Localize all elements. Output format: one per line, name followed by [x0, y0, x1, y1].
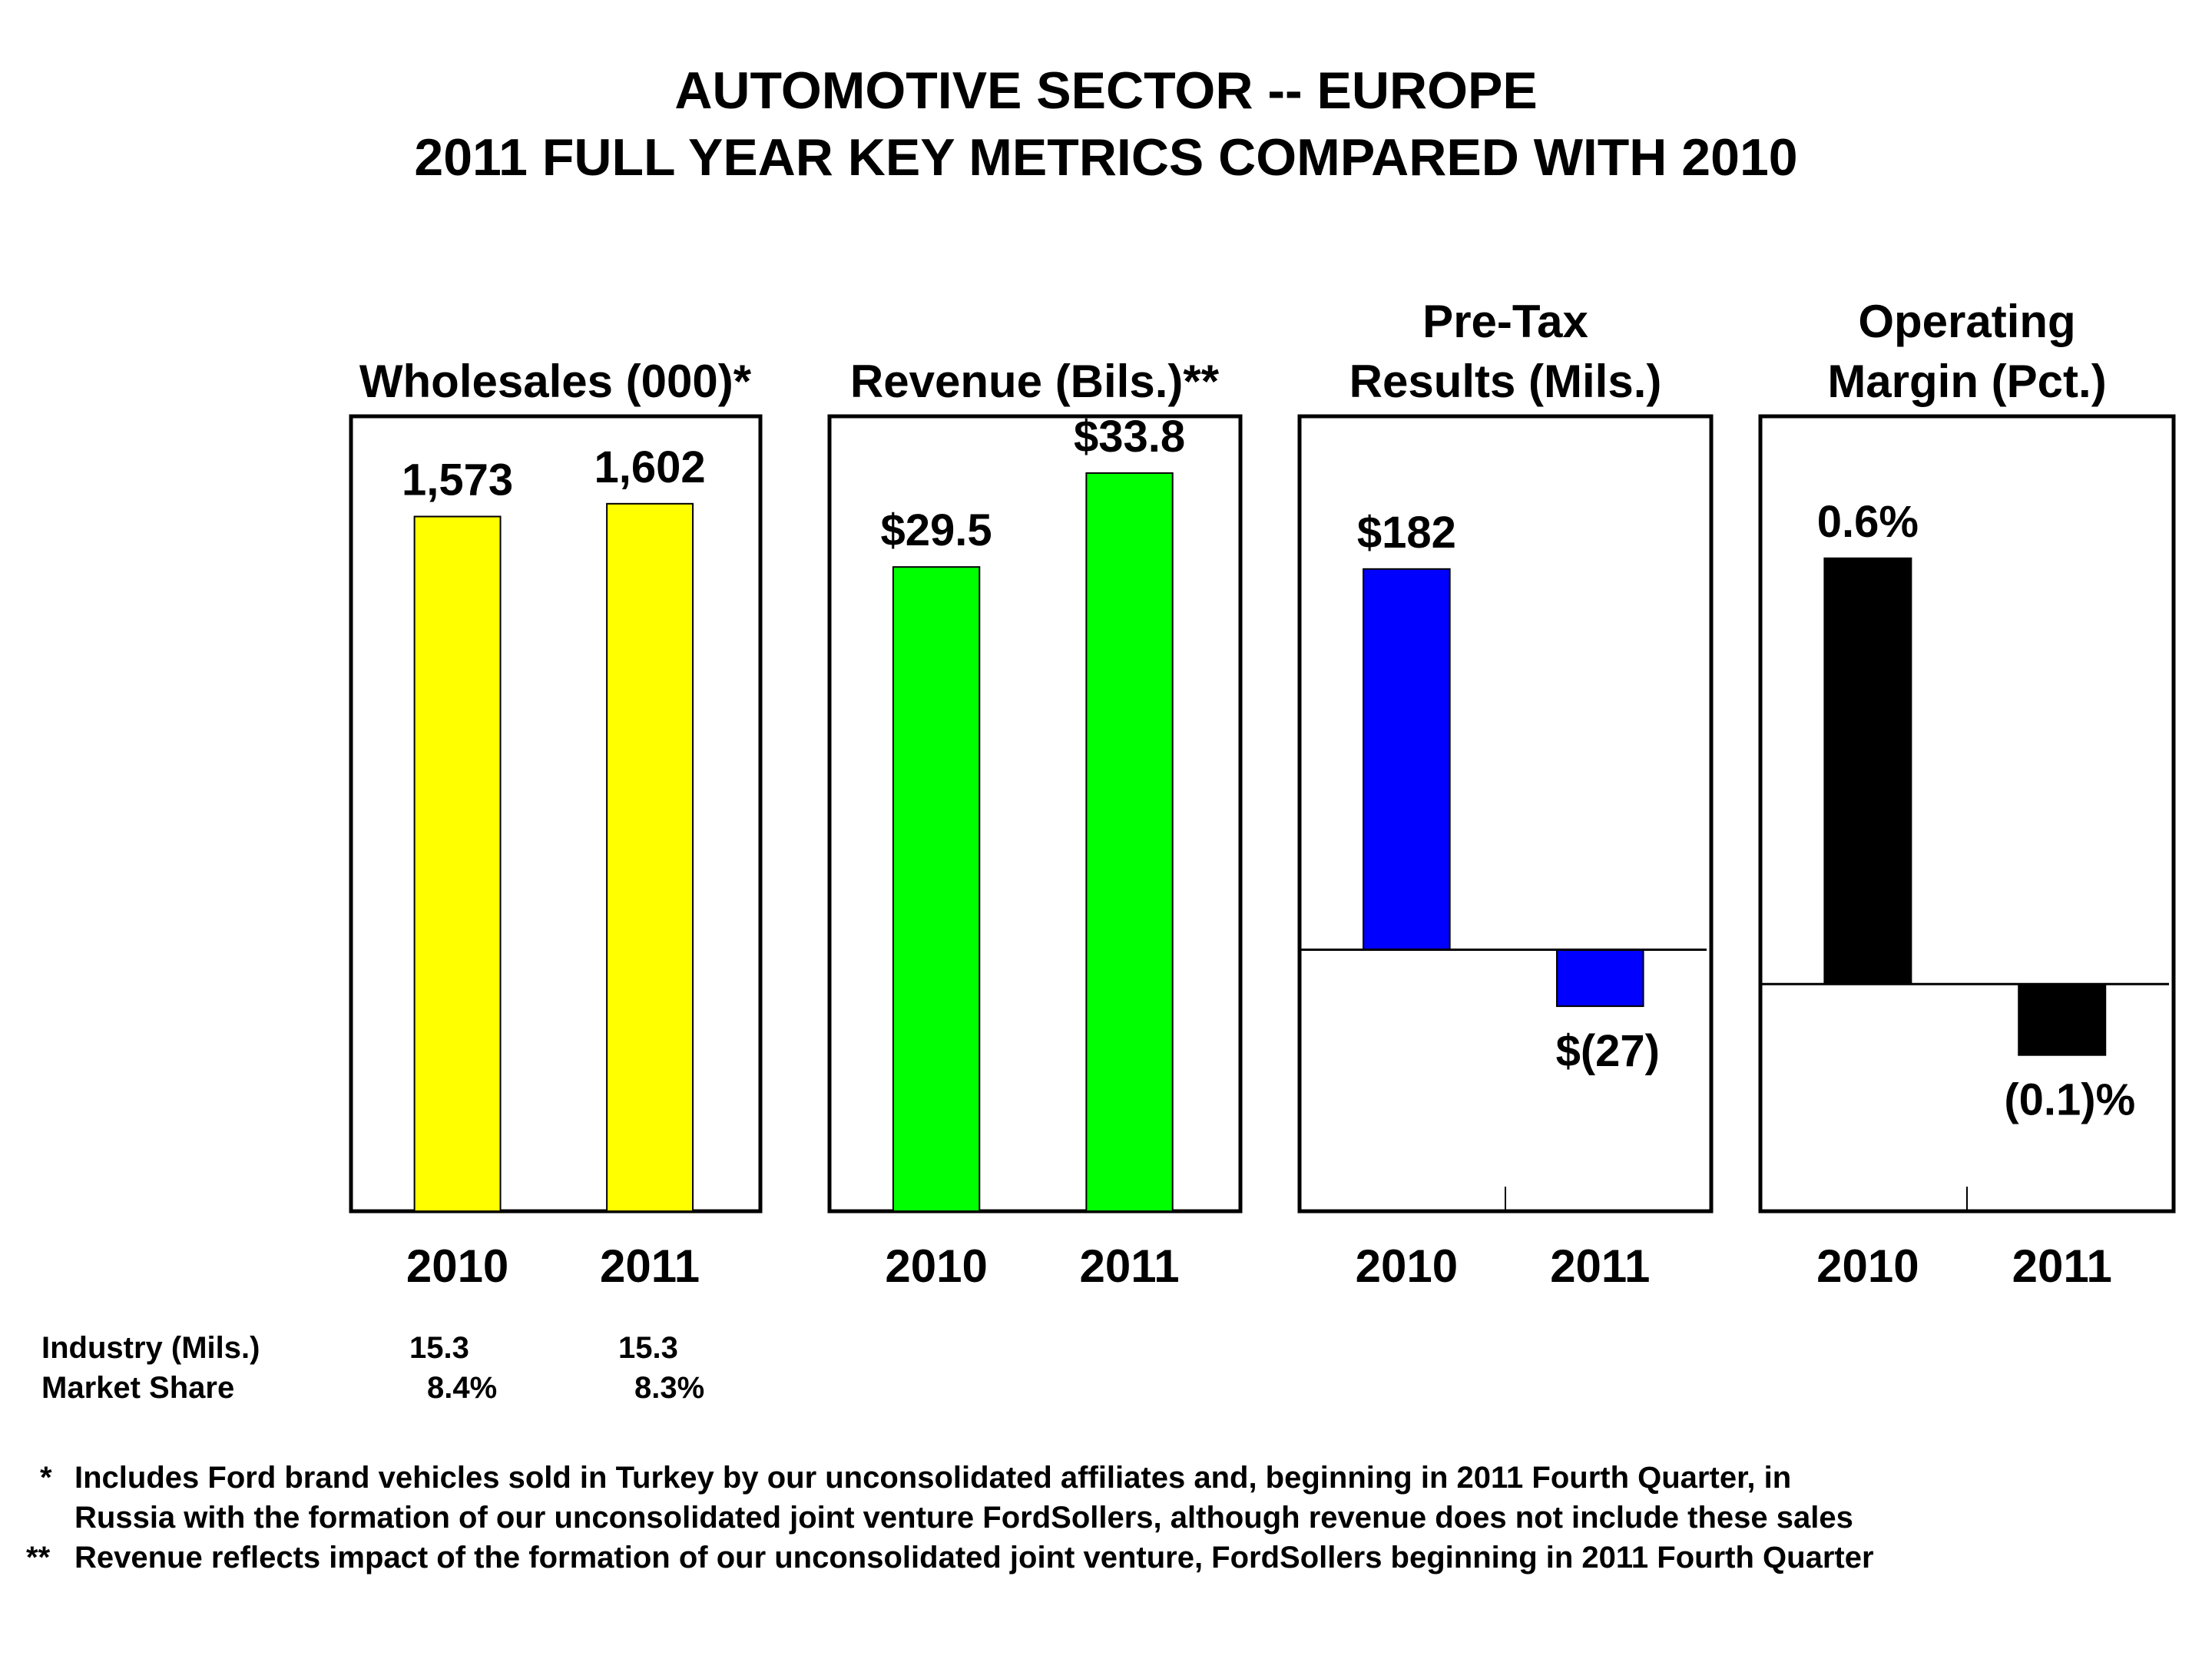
category-label-margin-2010: 2010 — [1816, 1240, 1919, 1292]
category-label-revenue-2011: 2011 — [1079, 1240, 1179, 1292]
panel-title-margin-line2: Margin (Pct.) — [1827, 356, 2107, 407]
panel-frame-wholesales — [349, 414, 763, 1214]
bar-pretax-2011 — [1556, 949, 1644, 1008]
category-label-wholesales-2011: 2011 — [600, 1240, 700, 1292]
value-label-wholesales-2011: 1,602 — [594, 442, 706, 492]
footnote-1-text: Includes Ford brand vehicles sold in Tur… — [75, 1461, 1792, 1495]
stat-market-share-2010: 8.4% — [427, 1371, 498, 1405]
bar-revenue-2010 — [892, 566, 981, 1212]
chart-title-line1: AUTOMOTIVE SECTOR -- EUROPE — [674, 61, 1538, 120]
bar-wholesales-2011 — [606, 502, 694, 1212]
bar-revenue-2011 — [1085, 472, 1174, 1212]
bar-margin-2011 — [2018, 983, 2107, 1056]
value-label-wholesales-2010: 1,573 — [402, 455, 513, 505]
panel-title-wholesales: Wholesales (000)* — [359, 356, 752, 407]
value-label-pretax-2010: $182 — [1357, 508, 1456, 558]
category-label-margin-2011: 2011 — [2012, 1240, 2112, 1292]
stat-industry-2010: 15.3 — [409, 1331, 469, 1365]
stat-label-market-share: Market Share — [41, 1371, 235, 1405]
bar-pretax-2010 — [1363, 568, 1451, 951]
stat-industry-2011: 15.3 — [618, 1331, 678, 1365]
panel-title-pretax-line1: Pre-Tax — [1422, 296, 1588, 347]
bar-wholesales-2010 — [413, 515, 502, 1212]
bar-charts: 1,573 2010 1,602 2011 $29.5 2010 $33.8 2011 $182… — [349, 412, 2176, 1292]
footnote-2-mark: ** — [26, 1541, 51, 1575]
panel-title-pretax-line2: Results (Mils.) — [1349, 356, 1662, 407]
value-label-revenue-2011: $33.8 — [1074, 412, 1185, 462]
category-label-revenue-2010: 2010 — [885, 1240, 987, 1292]
value-label-revenue-2010: $29.5 — [881, 505, 992, 555]
value-label-pretax-2011: $(27) — [1556, 1026, 1660, 1076]
panel-title-margin-line1: Operating — [1858, 296, 2076, 347]
chart-title-line2: 2011 FULL YEAR KEY METRICS COMPARED WITH… — [414, 128, 1798, 187]
value-label-margin-2010: 0.6% — [1817, 497, 1919, 547]
category-label-pretax-2010: 2010 — [1356, 1240, 1458, 1292]
footnote-2-text: Revenue reflects impact of the formation… — [75, 1541, 1874, 1575]
category-label-wholesales-2010: 2010 — [406, 1240, 508, 1292]
panel-title-revenue: Revenue (Bils.)** — [849, 356, 1220, 407]
stat-label-industry: Industry (Mils.) — [41, 1331, 260, 1365]
footnote-1-continued: Russia with the formation of our unconso… — [75, 1501, 1853, 1535]
footnote-1-mark: * — [40, 1461, 52, 1495]
value-label-margin-2011: (0.1)% — [2004, 1075, 2135, 1125]
stat-market-share-2011: 8.3% — [634, 1371, 705, 1405]
category-label-pretax-2011: 2011 — [1550, 1240, 1650, 1292]
bar-margin-2010 — [1823, 557, 1912, 985]
